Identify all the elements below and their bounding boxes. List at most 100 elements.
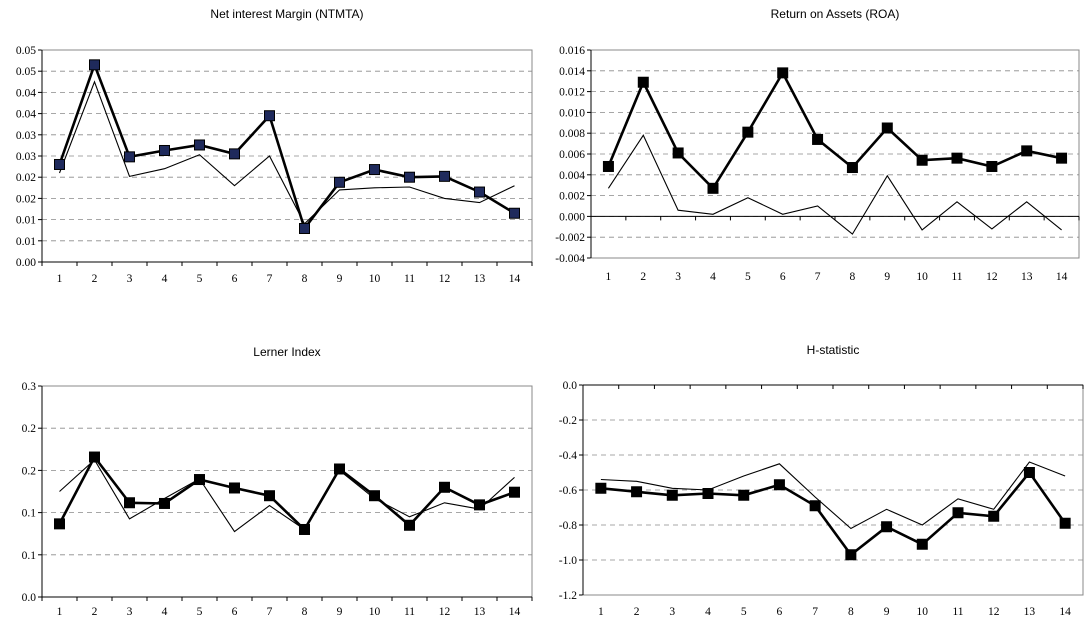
data-point-marker	[264, 110, 275, 122]
y-tick-label: 0.008	[559, 128, 585, 140]
x-tick-label: 4	[162, 606, 168, 618]
data-point-marker	[952, 507, 964, 519]
data-point-marker	[672, 147, 684, 159]
x-tick-label: 14	[509, 273, 521, 285]
data-point-marker	[951, 152, 963, 164]
y-tick-label: -0.2	[559, 415, 577, 427]
x-tick-label: 9	[337, 273, 343, 285]
data-point-marker	[773, 479, 785, 491]
chart-roa: Return on Assets (ROA) -0.004 -0.002 0.000 0…	[543, 0, 1086, 311]
data-point-marker	[194, 139, 205, 151]
y-tick-label: -0.002	[555, 232, 585, 244]
data-point-marker	[595, 482, 607, 494]
x-tick-label: 1	[57, 273, 63, 285]
x-tick-label: 1	[57, 606, 63, 618]
data-point-marker	[986, 160, 998, 172]
chart-title: H-statistic	[807, 343, 860, 357]
chart-h-statistic: H-statistic -1.2 -1.0 -0.8 -0.6 -0.4 -0.2 0.0 1 2…	[543, 311, 1086, 622]
x-tick-label: 6	[780, 271, 786, 283]
data-point-marker	[334, 463, 345, 475]
data-point-marker	[299, 523, 310, 535]
x-tick-label: 5	[745, 271, 751, 283]
data-point-marker	[742, 126, 754, 138]
y-tick-label: 0.2	[22, 423, 37, 435]
data-point-marker	[881, 122, 893, 134]
y-tick-label: 0.00	[16, 257, 36, 269]
y-tick-label: 0.05	[16, 66, 36, 78]
data-point-marker	[509, 486, 520, 498]
x-tick-label: 2	[634, 606, 640, 618]
data-point-marker	[666, 489, 678, 501]
data-point-marker	[194, 474, 205, 486]
x-tick-label: 2	[92, 273, 98, 285]
x-tick-label: 5	[741, 606, 747, 618]
x-tick-label: 10	[369, 273, 381, 285]
data-point-marker	[777, 67, 789, 79]
x-tick-label: 12	[439, 606, 451, 618]
data-point-marker	[404, 519, 415, 531]
data-point-marker	[1059, 517, 1071, 529]
data-point-marker	[299, 223, 310, 235]
x-tick-label: 6	[777, 606, 783, 618]
x-tick-label: 10	[369, 606, 381, 618]
data-point-marker	[439, 170, 450, 182]
data-point-marker	[439, 481, 450, 493]
x-tick-label: 6	[232, 606, 238, 618]
chart-title: Net interest Margin (NTMTA)	[210, 7, 363, 21]
x-tick-label: 9	[884, 606, 890, 618]
x-tick-label: 12	[988, 606, 1000, 618]
y-tick-label: 0.01	[16, 215, 36, 227]
x-tick-label: 5	[197, 606, 203, 618]
data-point-marker	[229, 482, 240, 494]
data-point-marker	[916, 154, 928, 166]
x-tick-label: 12	[986, 271, 998, 283]
y-tick-label: 0.010	[559, 107, 585, 119]
series-line-thin	[58, 80, 515, 225]
x-tick-label: 14	[1056, 271, 1068, 283]
data-point-marker	[809, 500, 821, 512]
data-point-marker	[334, 176, 345, 188]
y-tick-label: 0.04	[16, 87, 36, 99]
x-tick-label: 3	[669, 606, 675, 618]
data-point-marker	[369, 164, 380, 176]
y-tick-label: 0.000	[559, 211, 585, 223]
x-tick-label: 1	[606, 271, 612, 283]
y-tick-label: 0.05	[16, 45, 36, 57]
x-tick-label: 8	[850, 271, 856, 283]
plot-area	[41, 385, 533, 598]
x-tick-label: 13	[1024, 606, 1036, 618]
chart-ntmta-svg: Net interest Margin (NTMTA) 0.00 0.01 0.01 0…	[16, 7, 533, 285]
x-tick-label: 9	[337, 606, 343, 618]
x-tick-label: 14	[509, 606, 521, 618]
y-tick-label: -1.0	[559, 555, 577, 567]
y-tick-label: 0.002	[559, 191, 585, 203]
y-tick-label: 0.0	[563, 380, 578, 392]
data-point-marker	[509, 207, 520, 219]
x-tick-label: 1	[598, 606, 604, 618]
data-point-marker	[404, 171, 415, 183]
x-tick-label: 13	[1021, 271, 1033, 283]
data-point-marker	[159, 144, 170, 156]
y-tick-label: -0.4	[559, 450, 577, 462]
x-tick-label: 10	[916, 271, 928, 283]
x-tick-label: 3	[127, 273, 133, 285]
data-point-marker	[159, 497, 170, 509]
y-tick-label: 0.1	[22, 550, 37, 562]
x-tick-label: 7	[812, 606, 818, 618]
x-tick-label: 13	[474, 606, 486, 618]
x-tick-label: 3	[127, 606, 133, 618]
y-tick-label: -1.2	[559, 590, 577, 602]
x-tick-label: 3	[675, 271, 681, 283]
data-point-marker	[474, 499, 485, 511]
y-tick-label: 0.02	[16, 193, 36, 205]
series-line-thin	[607, 134, 1062, 235]
data-point-marker	[812, 133, 824, 145]
data-point-marker	[124, 497, 135, 509]
y-tick-label: 0.3	[22, 381, 37, 393]
data-point-marker	[1056, 152, 1068, 164]
y-tick-label: -0.8	[559, 520, 577, 532]
y-tick-label: 0.014	[559, 66, 585, 78]
y-tick-label: 0.0	[22, 592, 37, 604]
y-tick-label: 0.1	[22, 508, 37, 520]
data-point-marker	[369, 490, 380, 502]
